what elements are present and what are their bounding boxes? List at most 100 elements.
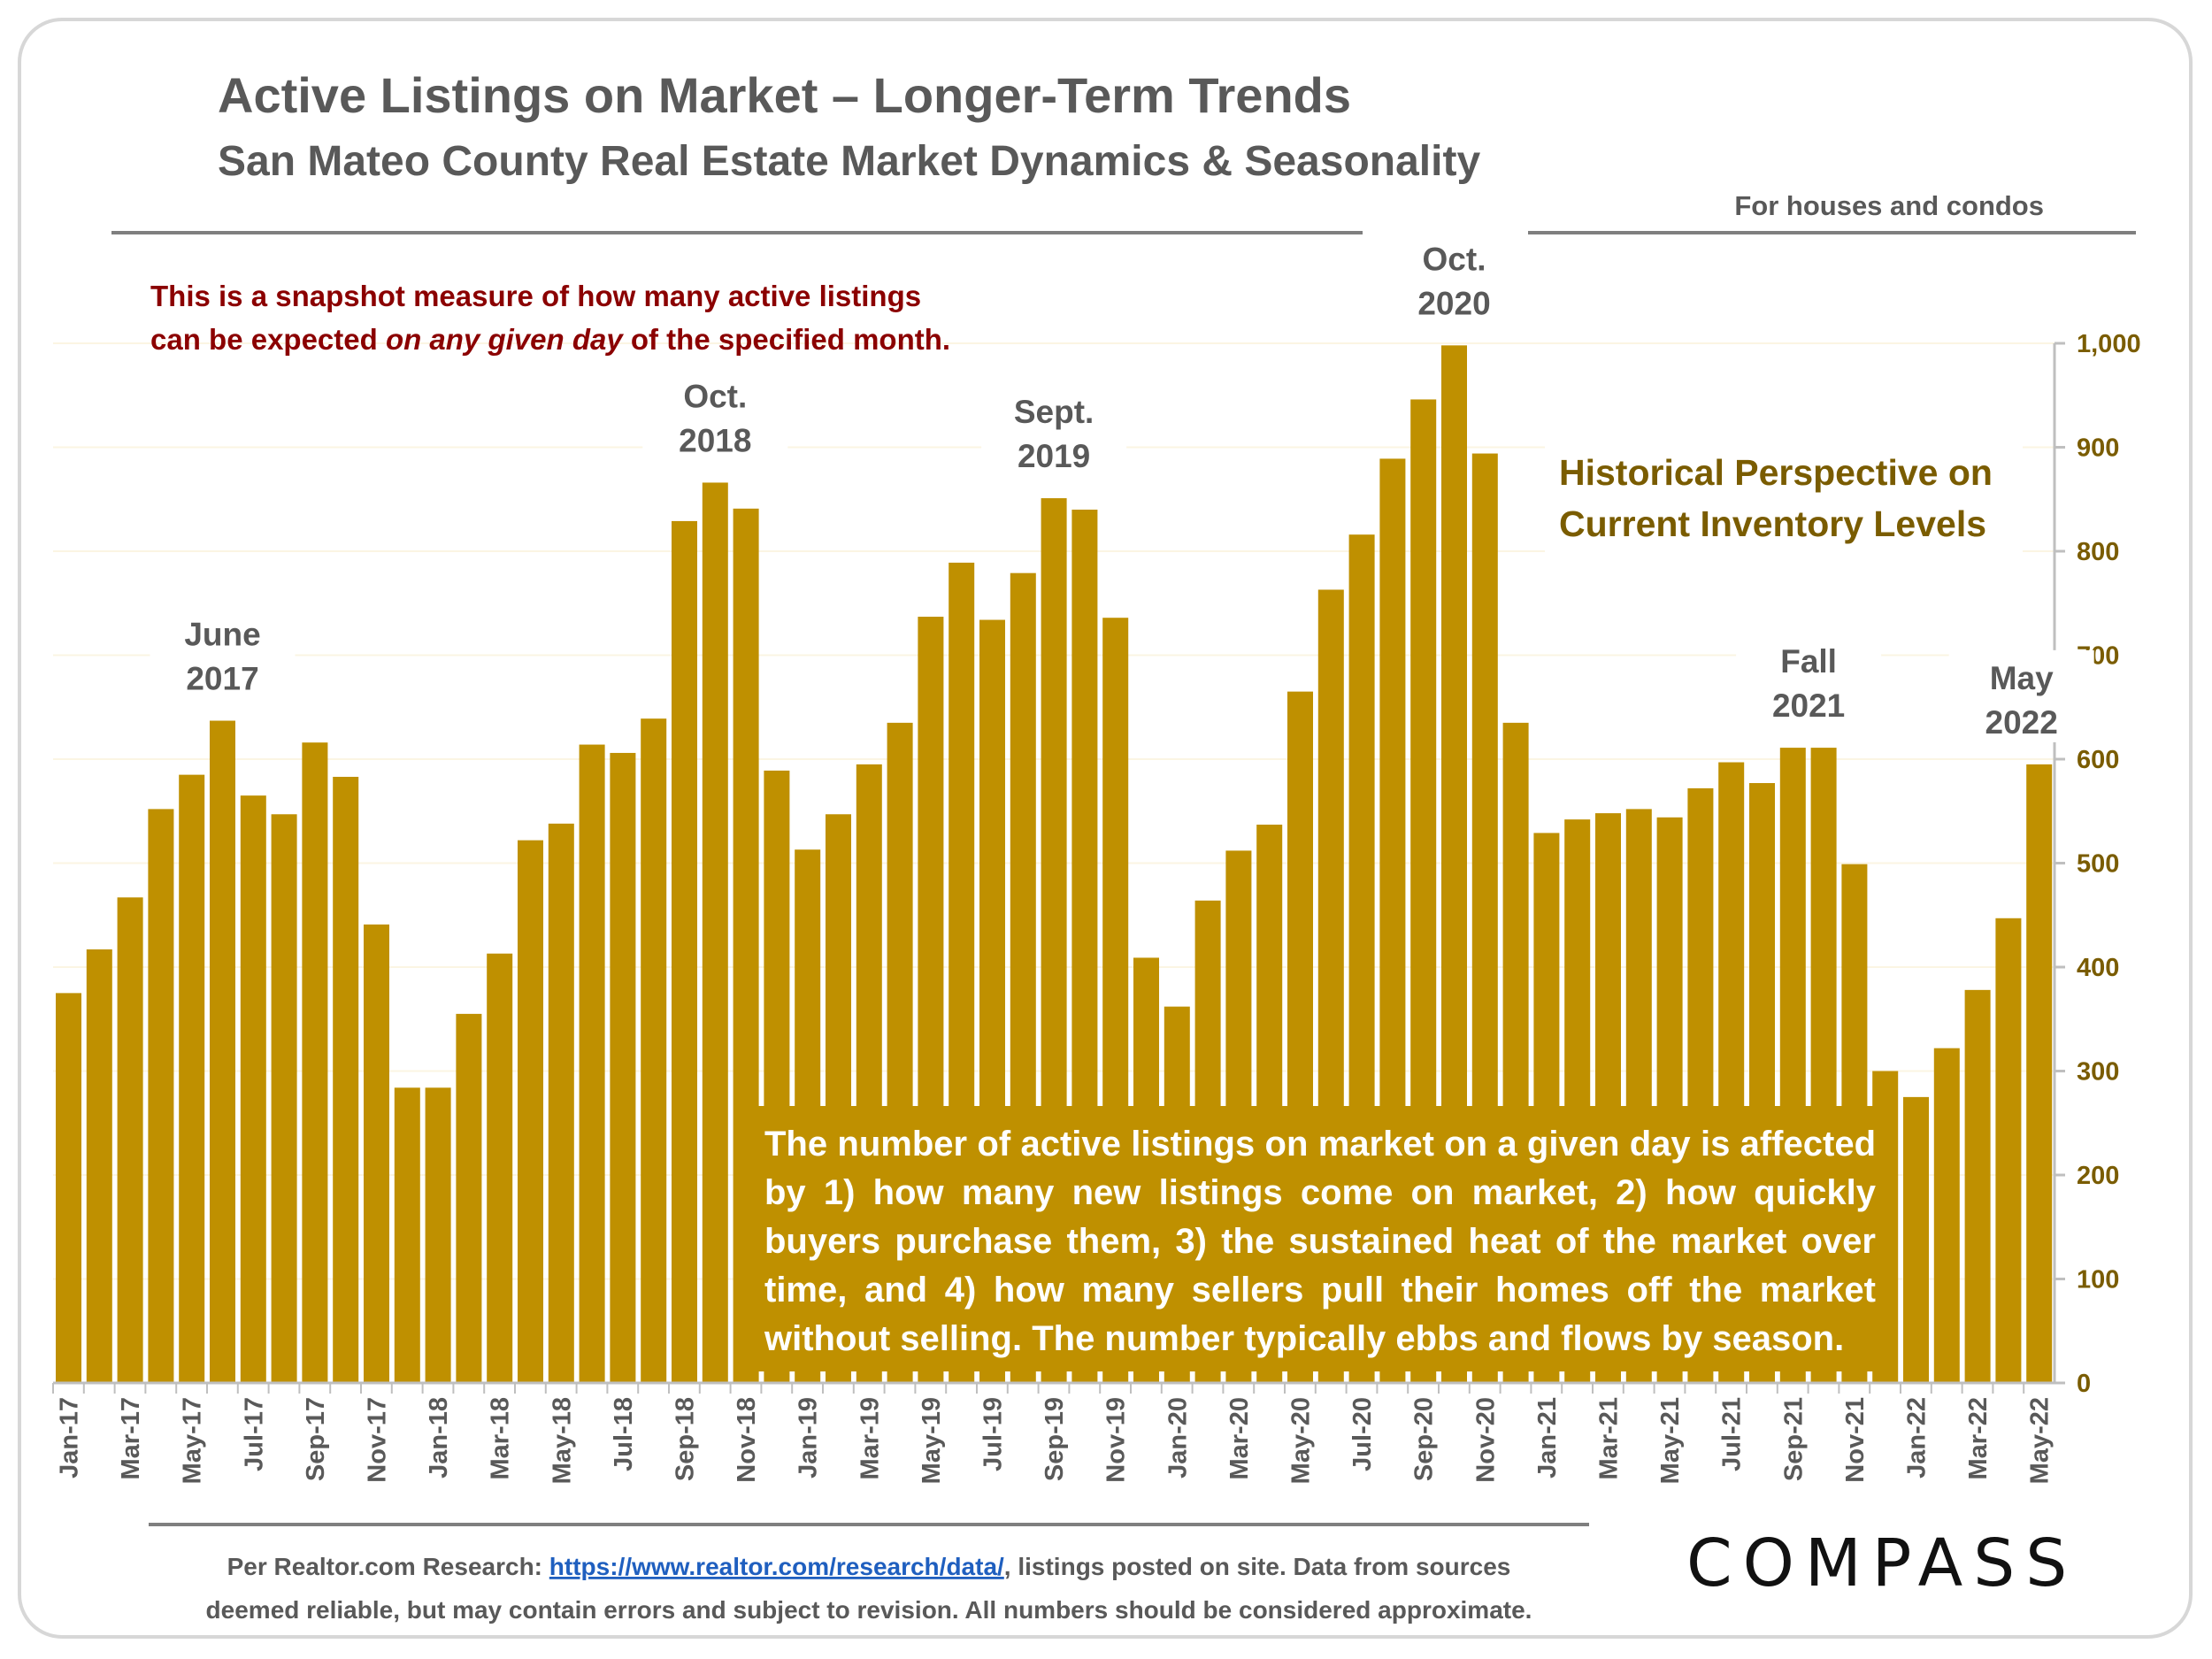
bar-jun-17 <box>210 720 235 1383</box>
bar-apr-17 <box>148 809 174 1383</box>
callout-backdrop <box>981 384 1127 477</box>
callout-backdrop <box>1381 231 1527 324</box>
bar-sep-17 <box>302 742 328 1383</box>
callout-label: Oct. <box>683 378 747 414</box>
x-tick-label: Mar-19 <box>856 1397 884 1480</box>
bar-apr-18 <box>518 840 543 1383</box>
callout-backdrop <box>1948 649 2094 742</box>
footer-link[interactable]: https://www.realtor.com/research/data/ <box>549 1553 1004 1580</box>
bar-jan-22 <box>1903 1096 1929 1383</box>
scope-note: For houses and condos <box>1734 190 2044 221</box>
callout-label: June <box>184 617 260 653</box>
x-tick-label: Jul-20 <box>1348 1397 1377 1471</box>
bar-mar-22 <box>1964 989 1991 1383</box>
x-axis: Jan-17 Mar-17 May-17 Jul-17 Sep-17 Nov-17 Jan-… <box>52 1383 2055 1484</box>
chart-frame <box>18 18 2193 1639</box>
x-tick-label: Jan-17 <box>56 1397 84 1479</box>
x-tick-label: May-21 <box>1656 1397 1685 1484</box>
bar-jul-17 <box>240 795 266 1383</box>
x-tick-label: Nov-20 <box>1471 1397 1500 1483</box>
x-tick-label: Mar-22 <box>1964 1397 1993 1480</box>
x-tick-label: Sep-18 <box>672 1397 700 1481</box>
x-tick-label: Nov-21 <box>1841 1397 1870 1483</box>
snapshot-note-line2: can be expected on any given day of the … <box>150 323 950 356</box>
bar-mar-17 <box>117 897 143 1383</box>
y-tick-label: 300 <box>2077 1058 2119 1087</box>
callout-backdrop <box>642 368 788 461</box>
bar-jun-18 <box>579 744 605 1383</box>
perspective-backdrop <box>1545 442 2023 557</box>
x-tick-label: Mar-20 <box>1225 1397 1254 1480</box>
footer-line2: deemed reliable, but may contain errors … <box>206 1596 1532 1624</box>
callouts: June 2017 Oct. 2018 Sept. 2019 Oct. 2020 Fall 202… <box>150 231 2094 742</box>
x-tick-label: Jul-19 <box>979 1397 1008 1471</box>
bar-jan-17 <box>56 993 81 1383</box>
x-tick-label: Jan-21 <box>1533 1397 1562 1479</box>
x-tick-label: Sep-20 <box>1410 1397 1439 1481</box>
callout-label: 2020 <box>1417 285 1490 321</box>
y-tick-label: 500 <box>2077 850 2119 879</box>
x-tick-label: May-18 <box>548 1397 576 1484</box>
x-tick-label: Sep-21 <box>1779 1397 1808 1481</box>
x-tick-label: Nov-19 <box>1102 1397 1131 1483</box>
x-tick-label: Jan-18 <box>425 1397 453 1479</box>
callout-label: May <box>1990 660 2054 696</box>
compass-logo: COMPASS <box>1686 1525 2078 1601</box>
bar-oct-18 <box>702 482 728 1383</box>
x-tick-label: Jul-18 <box>610 1397 638 1471</box>
bar-jan-18 <box>425 1087 451 1383</box>
y-tick-label: 900 <box>2077 434 2119 463</box>
callout-label: 2017 <box>186 661 258 697</box>
x-tick-label: May-22 <box>2026 1397 2055 1484</box>
callout-backdrop <box>150 606 296 699</box>
bar-oct-17 <box>333 776 359 1383</box>
y-tick-label: 200 <box>2077 1162 2119 1190</box>
x-tick-label: Mar-18 <box>487 1397 515 1480</box>
x-tick-label: Jul-17 <box>240 1397 268 1471</box>
x-tick-label: Sep-17 <box>302 1397 330 1481</box>
x-tick-label: Mar-17 <box>117 1397 145 1480</box>
y-tick-label: 600 <box>2077 746 2119 774</box>
callout-label: Oct. <box>1423 241 1486 277</box>
y-tick-label: 0 <box>2077 1370 2091 1398</box>
bar-feb-18 <box>456 1013 482 1383</box>
x-tick-label: May-19 <box>918 1397 946 1484</box>
callout-label: 2021 <box>1772 687 1845 724</box>
bar-may-22 <box>2026 764 2053 1383</box>
y-tick-label: 100 <box>2077 1266 2119 1294</box>
x-tick-label: Mar-21 <box>1595 1397 1624 1480</box>
perspective-line2: Current Inventory Levels <box>1559 503 1986 544</box>
chart-subtitle: San Mateo County Real Estate Market Dyna… <box>218 138 1480 185</box>
y-tick-label: 1,000 <box>2077 330 2141 358</box>
snapshot-note-line1: This is a snapshot measure of how many a… <box>150 280 921 312</box>
y-tick-label: 800 <box>2077 538 2119 566</box>
footer-line1: Per Realtor.com Research: https://www.re… <box>227 1553 1511 1580</box>
callout-label: Sept. <box>1014 394 1094 430</box>
callout-label: 2018 <box>679 422 751 458</box>
bar-may-17 <box>179 774 205 1383</box>
callout-label: 2019 <box>1018 438 1090 474</box>
x-tick-label: Jan-20 <box>1164 1397 1192 1479</box>
bar-feb-22 <box>1933 1048 1960 1383</box>
chart-title: Active Listings on Market – Longer-Term … <box>218 67 1351 123</box>
bar-jul-18 <box>610 752 636 1383</box>
bar-apr-22 <box>1995 918 2022 1383</box>
callout-label: Fall <box>1780 643 1837 680</box>
callout-label: 2022 <box>1985 704 2058 741</box>
x-tick-label: Jan-22 <box>1903 1397 1932 1479</box>
perspective-line1: Historical Perspective on <box>1559 452 1993 493</box>
x-tick-label: Nov-18 <box>733 1397 761 1483</box>
bar-sep-18 <box>672 520 697 1383</box>
bar-may-18 <box>548 823 574 1383</box>
bar-aug-18 <box>641 718 667 1383</box>
y-tick-label: 400 <box>2077 954 2119 982</box>
x-tick-label: Nov-17 <box>364 1397 392 1483</box>
x-tick-label: Jan-19 <box>795 1397 823 1479</box>
bar-nov-17 <box>364 924 389 1383</box>
explanation-box: The number of active listings on market … <box>745 1106 1895 1371</box>
bar-aug-17 <box>271 814 297 1383</box>
x-tick-label: May-17 <box>179 1397 207 1484</box>
x-tick-label: May-20 <box>1287 1397 1316 1484</box>
